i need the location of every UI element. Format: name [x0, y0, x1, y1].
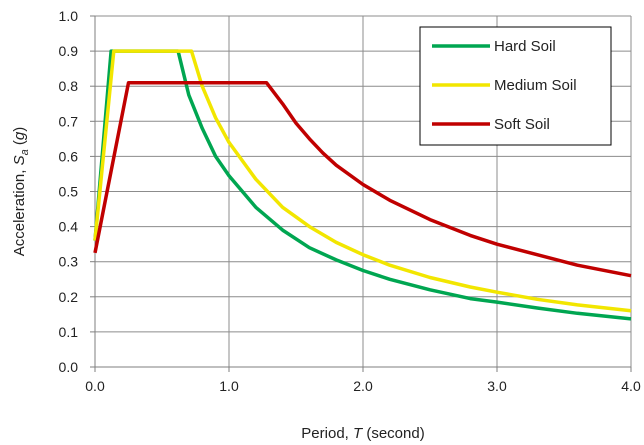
- axes: [90, 15, 632, 372]
- series-line-medium-soil: [93, 49, 632, 313]
- y-tick-label: 0.1: [59, 324, 79, 340]
- legend-item-hard-soil: Hard Soil: [432, 38, 556, 55]
- x-tick-label: 0.0: [85, 378, 105, 394]
- y-tick-label: 0.8: [59, 78, 79, 94]
- x-tick-label: 4.0: [621, 378, 641, 394]
- legend-item-medium-soil: Medium Soil: [432, 77, 577, 94]
- legend: Hard Soil Medium Soil Soft Soil: [419, 26, 612, 146]
- x-axis-title: Period, T (second): [301, 425, 424, 442]
- y-tick-label: 0.3: [59, 254, 79, 270]
- legend-label-hard-soil: Hard Soil: [494, 38, 556, 55]
- y-tick-label: 0.7: [59, 113, 79, 129]
- x-tick-label: 3.0: [487, 378, 507, 394]
- y-tick-label: 0.4: [59, 219, 79, 235]
- x-tick-label: 1.0: [219, 378, 239, 394]
- legend-label-medium-soil: Medium Soil: [494, 77, 577, 94]
- tick-labels: 0.0 0.1 0.2 0.3 0.4 0.5 0.6 0.7 0.8 0.9 1.0 0.0 1.0 2…: [59, 8, 641, 394]
- series-line-soft-soil: [93, 80, 632, 278]
- series-lines: [93, 49, 632, 321]
- y-tick-label: 0.0: [59, 359, 79, 375]
- y-tick-label: 0.6: [59, 148, 79, 164]
- legend-label-soft-soil: Soft Soil: [494, 116, 550, 133]
- series-line-hard-soil: [93, 49, 632, 321]
- x-tick-label: 2.0: [353, 378, 373, 394]
- y-tick-label: 0.2: [59, 289, 79, 305]
- y-tick-label: 0.5: [59, 184, 79, 200]
- y-tick-label: 0.9: [59, 43, 79, 59]
- legend-item-soft-soil: Soft Soil: [432, 116, 550, 133]
- y-tick-label: 1.0: [59, 8, 79, 24]
- y-axis-title: Acceleration, Sa (g): [11, 127, 31, 257]
